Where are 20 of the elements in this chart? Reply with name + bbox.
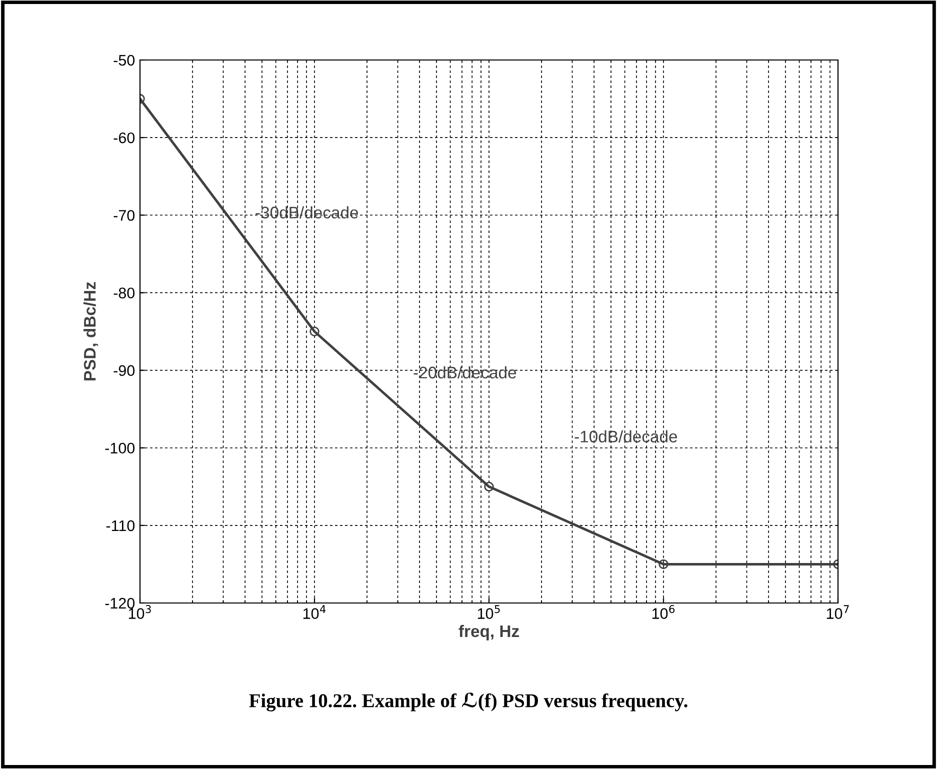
point — [310, 326, 320, 336]
y-tick-label: -90 — [114, 365, 135, 376]
annotation: -10dB/decade — [574, 430, 678, 442]
x-tick-label: 10$^{7}$ — [826, 605, 849, 619]
annotation: -30dB/decade — [256, 206, 358, 218]
y-tick-label: -100 — [105, 442, 135, 454]
y-tick-label: -70 — [114, 210, 135, 221]
x-tick-label: 10$^{6}$ — [652, 605, 675, 619]
x-tick-label: 10$^{4}$ — [303, 605, 326, 619]
y-axis-title: PSD, dBc/Hz — [83, 282, 98, 380]
y-tick-label: -80 — [114, 288, 135, 298]
caption: Figure 10.22. Example of ℒ(f) PSD versus frequency. — [249, 692, 688, 712]
x-axis-title: freq, Hz — [458, 624, 519, 640]
annotation: -20dB/decade — [414, 366, 516, 378]
point — [484, 482, 494, 492]
y-tick-label: -60 — [114, 132, 135, 144]
y-tick-label: -50 — [114, 54, 135, 66]
x-tick-label: 10$^{5}$ — [478, 605, 500, 619]
y-tick-label: -110 — [106, 520, 135, 532]
point — [658, 559, 668, 570]
